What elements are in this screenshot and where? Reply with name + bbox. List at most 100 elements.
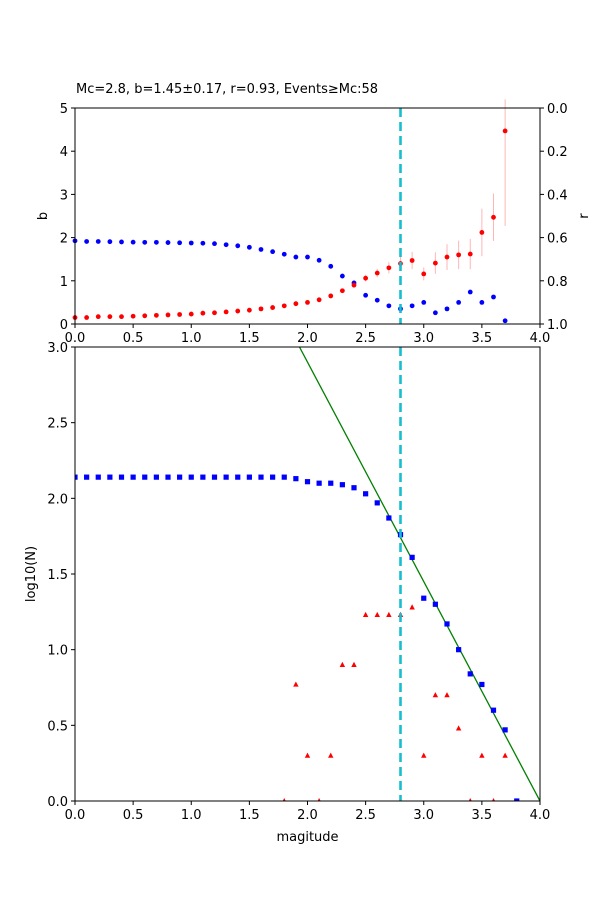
r-point bbox=[421, 300, 427, 305]
r-point bbox=[107, 239, 113, 245]
r-point bbox=[479, 300, 485, 305]
cumulative-point bbox=[386, 515, 392, 521]
non-cumulative-point bbox=[502, 752, 508, 758]
cumulative-point bbox=[118, 474, 125, 480]
r-point bbox=[212, 241, 217, 247]
bottom-x-tick-label: 2.0 bbox=[297, 808, 318, 823]
fit-line bbox=[298, 347, 540, 801]
b-point bbox=[502, 128, 508, 134]
cumulative-point bbox=[95, 474, 101, 480]
b-point bbox=[153, 312, 159, 318]
top-x-tick-label: 1.5 bbox=[239, 331, 260, 346]
r-point bbox=[177, 240, 183, 246]
top-y2-tick-label: 0.2 bbox=[547, 145, 568, 160]
top-panel: 0.0 0.5 1.0 1.5 2.0 2.5 3.0 3.5 4.0 0 1 2 3 4 5 0.0 0.2 0… bbox=[36, 99, 592, 346]
r-point bbox=[293, 254, 299, 260]
r-point bbox=[84, 239, 90, 244]
cumulative-point bbox=[409, 554, 415, 560]
bottom-y-tick-label: 0.5 bbox=[47, 719, 68, 734]
top-x-tick-label: 0.5 bbox=[123, 331, 144, 346]
cumulative-point bbox=[316, 480, 322, 486]
cumulative-point bbox=[502, 727, 508, 733]
cumulative-point bbox=[153, 474, 159, 480]
b-point bbox=[142, 313, 148, 319]
cumulative-point bbox=[479, 681, 485, 688]
non-cumulative-point bbox=[491, 798, 496, 801]
r-point bbox=[502, 318, 508, 324]
bottom-y-tick-label: 3.0 bbox=[47, 341, 68, 356]
bottom-x-tick-label: 4.0 bbox=[530, 808, 551, 823]
cumulative-point bbox=[456, 647, 462, 653]
bottom-x-tick-label: 1.0 bbox=[181, 808, 202, 823]
b-point bbox=[246, 307, 252, 313]
non-cumulative-point bbox=[444, 692, 450, 698]
bottom-y-tick-label: 2.0 bbox=[47, 492, 68, 507]
cumulative-point bbox=[351, 485, 357, 491]
cumulative-point bbox=[490, 707, 497, 713]
b-point bbox=[293, 301, 299, 307]
bottom-x-axis-label: magitude bbox=[276, 830, 338, 845]
cumulative-point bbox=[211, 474, 218, 480]
r-point bbox=[386, 303, 392, 309]
bottom-y-tick-label: 1.0 bbox=[47, 644, 68, 659]
r-point bbox=[491, 294, 496, 300]
b-point bbox=[444, 254, 450, 260]
r-point bbox=[142, 239, 148, 245]
cumulative-point bbox=[246, 474, 252, 480]
top-y-tick-label: 1 bbox=[60, 275, 68, 290]
cumulative-point bbox=[235, 474, 241, 480]
b-point bbox=[258, 306, 264, 312]
top-y-tick-label: 5 bbox=[60, 102, 68, 117]
cumulative-point bbox=[258, 474, 264, 480]
non-cumulative-point bbox=[317, 798, 321, 801]
top-y2-tick-label: 0.6 bbox=[547, 232, 568, 247]
b-point bbox=[84, 315, 90, 320]
top-y-tick-label: 2 bbox=[60, 232, 68, 247]
cumulative-point bbox=[374, 500, 380, 506]
non-cumulative-point bbox=[409, 604, 415, 610]
r-point bbox=[281, 251, 287, 257]
cumulative-point bbox=[467, 671, 473, 677]
r-point bbox=[374, 297, 380, 303]
top-y-tick-label: 0 bbox=[60, 318, 68, 333]
r-point bbox=[200, 240, 206, 246]
top-x-tick-label: 1.0 bbox=[181, 331, 202, 346]
top-y2-tick-label: 0.0 bbox=[547, 102, 568, 117]
b-point bbox=[212, 310, 217, 316]
cumulative-point bbox=[421, 595, 427, 601]
b-point bbox=[351, 282, 357, 288]
r-point bbox=[316, 257, 322, 263]
non-cumulative-point bbox=[455, 725, 462, 731]
non-cumulative-point bbox=[432, 692, 439, 698]
cumulative-point bbox=[363, 491, 369, 497]
non-cumulative-point bbox=[351, 661, 357, 667]
bottom-x-tick-label: 3.0 bbox=[413, 808, 434, 823]
top-y2-tick-label: 0.8 bbox=[547, 275, 568, 290]
cumulative-point bbox=[177, 474, 183, 480]
top-x-tick-label: 2.5 bbox=[355, 331, 376, 346]
b-point bbox=[177, 312, 183, 317]
b-point bbox=[223, 309, 229, 315]
r-point bbox=[95, 239, 101, 244]
r-point bbox=[305, 254, 310, 260]
cumulative-point bbox=[188, 474, 194, 480]
r-point bbox=[235, 243, 241, 249]
bottom-panel: 0.0 0.5 1.0 1.5 2.0 2.5 3.0 3.5 4.0 0.0 0.5 1.0 1.5 2… bbox=[24, 341, 550, 845]
r-point bbox=[130, 239, 136, 245]
r-point bbox=[246, 244, 252, 250]
b-point bbox=[339, 288, 345, 294]
non-cumulative-point bbox=[386, 611, 392, 618]
cumulative-point bbox=[293, 476, 299, 482]
b-point bbox=[491, 214, 496, 220]
b-point bbox=[386, 265, 392, 271]
non-cumulative-point bbox=[421, 752, 427, 758]
bottom-x-tick-label: 0.0 bbox=[65, 808, 86, 823]
cumulative-point bbox=[339, 482, 345, 488]
r-point bbox=[165, 240, 171, 245]
cumulative-point bbox=[270, 474, 276, 480]
b-point bbox=[107, 314, 113, 320]
b-point bbox=[432, 260, 438, 266]
r-point bbox=[153, 239, 159, 245]
r-point bbox=[223, 242, 229, 248]
r-point bbox=[409, 303, 415, 309]
